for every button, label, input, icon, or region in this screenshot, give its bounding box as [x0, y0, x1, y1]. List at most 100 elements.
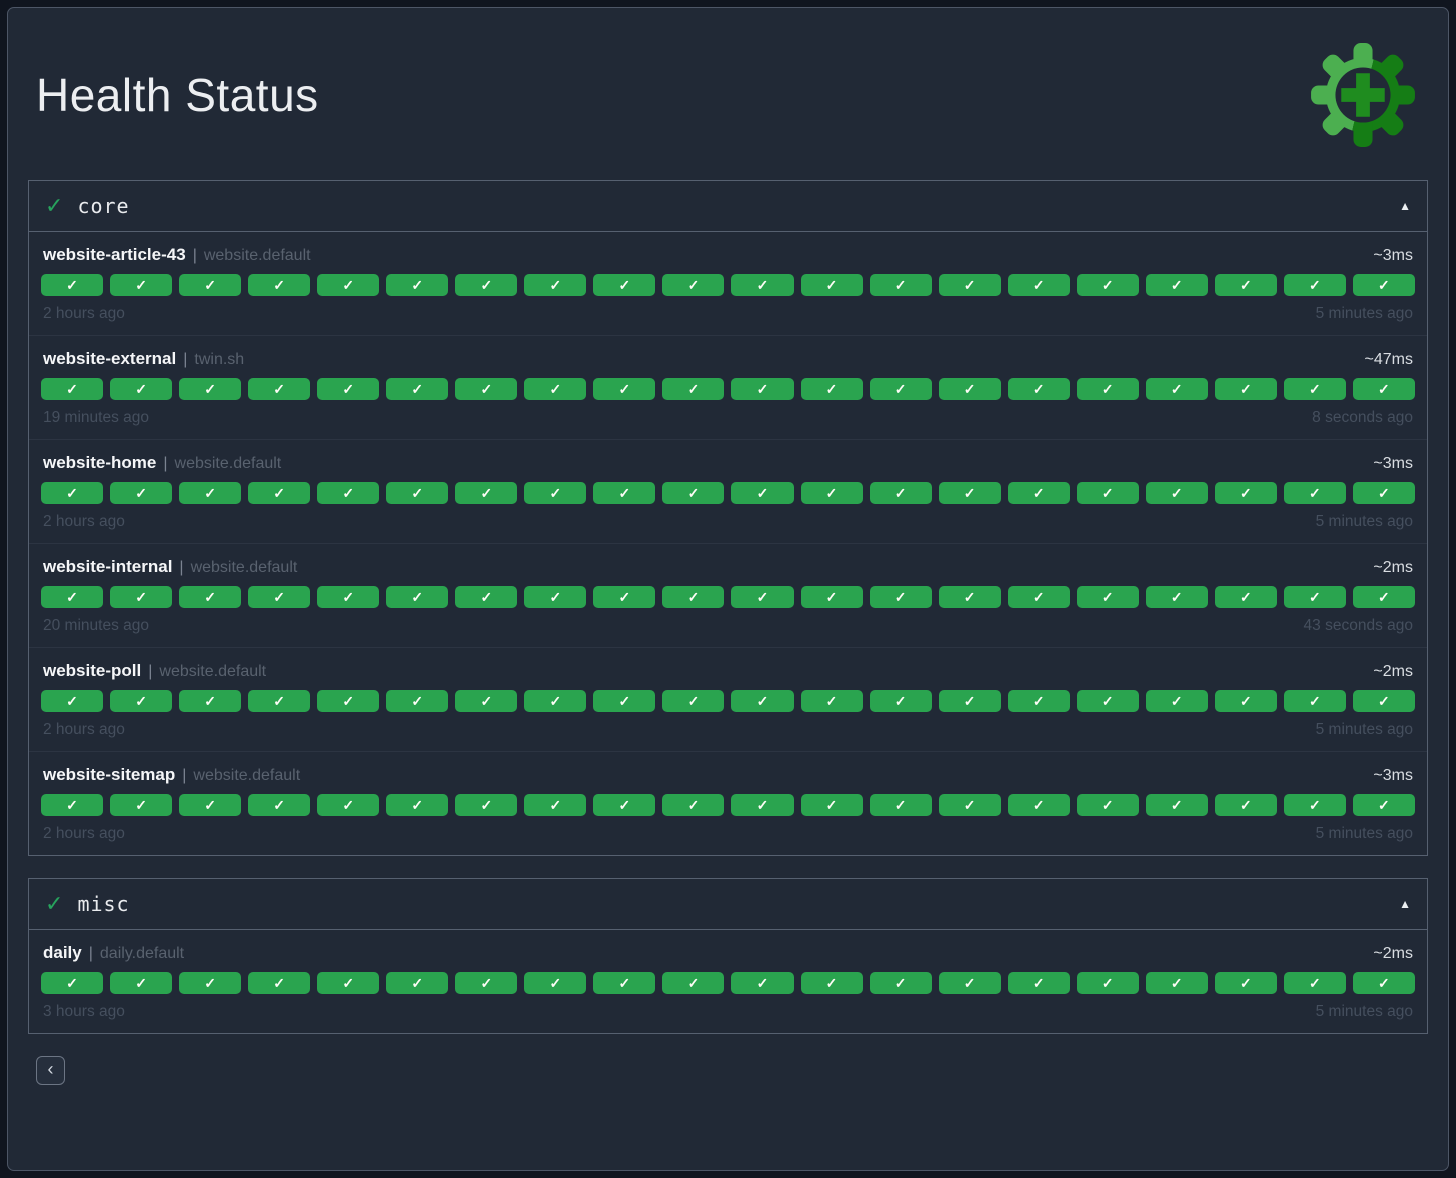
entry-list: daily | daily.default ~2ms ✓ ✓ ✓ ✓ ✓ ✓ ✓ ✓ ✓ ✓ ✓ ✓ ✓… [29, 930, 1427, 1033]
healthy-check-pill: ✓ [869, 972, 932, 994]
back-button[interactable]: ‹ [36, 1056, 65, 1085]
healthy-check-pill: ✓ [248, 482, 311, 504]
check-strip: ✓ ✓ ✓ ✓ ✓ ✓ ✓ ✓ ✓ ✓ ✓ ✓ ✓ ✓ ✓ ✓ ✓ ✓ ✓ ✓ [41, 274, 1415, 296]
healthy-check-pill: ✓ [1007, 972, 1070, 994]
healthy-check-pill: ✓ [800, 274, 863, 296]
healthy-check-pill: ✓ [179, 794, 242, 816]
entry-duration: ~2ms [1373, 559, 1413, 576]
healthy-check-pill: ✓ [731, 794, 794, 816]
latest-timestamp: 43 seconds ago [1303, 617, 1413, 634]
healthy-check-pill: ✓ [524, 972, 587, 994]
healthy-check-pill: ✓ [317, 378, 380, 400]
healthy-check-pill: ✓ [1214, 274, 1277, 296]
entry-separator: | [183, 351, 188, 368]
entry-duration: ~2ms [1373, 663, 1413, 680]
healthy-check-pill: ✓ [1283, 690, 1346, 712]
entry-header: website-article-43 | website.default ~3m… [41, 245, 1415, 265]
entry-times: 19 minutes ago 8 seconds ago [41, 409, 1415, 427]
check-strip: ✓ ✓ ✓ ✓ ✓ ✓ ✓ ✓ ✓ ✓ ✓ ✓ ✓ ✓ ✓ ✓ ✓ ✓ ✓ ✓ [41, 586, 1415, 608]
healthy-check-pill: ✓ [455, 586, 518, 608]
entry-tag: website.default [203, 247, 311, 264]
entry-name: website-article-43 [43, 245, 186, 264]
healthy-check-pill: ✓ [41, 378, 104, 400]
latest-timestamp: 5 minutes ago [1315, 513, 1413, 530]
healthy-check-pill: ✓ [41, 972, 104, 994]
sections: ✓ core ▲ website-article-43 | website.de… [28, 180, 1428, 1034]
health-entry: website-poll | website.default ~2ms ✓ ✓ ✓ ✓… [29, 647, 1427, 751]
health-entry: website-article-43 | website.default ~3m… [29, 232, 1427, 335]
entry-duration: ~3ms [1373, 455, 1413, 472]
healthy-check-pill: ✓ [1352, 482, 1415, 504]
section-header[interactable]: ✓ misc ▲ [29, 879, 1427, 930]
healthy-check-pill: ✓ [938, 482, 1001, 504]
healthy-check-pill: ✓ [869, 378, 932, 400]
healthy-check-pill: ✓ [1145, 690, 1208, 712]
section-header[interactable]: ✓ core ▲ [29, 181, 1427, 232]
healthy-check-pill: ✓ [524, 794, 587, 816]
oldest-timestamp: 3 hours ago [43, 1003, 125, 1020]
healthy-check-pill: ✓ [110, 794, 173, 816]
healthy-check-pill: ✓ [386, 378, 449, 400]
healthy-check-pill: ✓ [662, 378, 725, 400]
healthy-check-pill: ✓ [938, 972, 1001, 994]
healthy-check-pill: ✓ [179, 586, 242, 608]
entry-separator: | [88, 945, 93, 962]
health-entry: website-sitemap | website.default ~3ms ✓… [29, 751, 1427, 855]
healthy-check-pill: ✓ [1352, 690, 1415, 712]
healthy-check-pill: ✓ [1283, 274, 1346, 296]
healthy-check-pill: ✓ [248, 586, 311, 608]
latest-timestamp: 5 minutes ago [1315, 721, 1413, 738]
healthy-check-pill: ✓ [524, 274, 587, 296]
collapse-triangle-icon[interactable]: ▲ [1399, 199, 1411, 213]
healthy-check-pill: ✓ [662, 690, 725, 712]
health-status-page: Health Status ✓ core ▲ [7, 7, 1449, 1171]
healthy-check-pill: ✓ [800, 482, 863, 504]
healthy-check-pill: ✓ [248, 972, 311, 994]
collapse-triangle-icon[interactable]: ▲ [1399, 897, 1411, 911]
entry-times: 2 hours ago 5 minutes ago [41, 721, 1415, 739]
healthy-check-pill: ✓ [41, 482, 104, 504]
healthy-check-pill: ✓ [248, 794, 311, 816]
entry-duration: ~3ms [1373, 247, 1413, 264]
healthy-check-pill: ✓ [386, 794, 449, 816]
healthy-check-pill: ✓ [317, 586, 380, 608]
healthy-check-pill: ✓ [110, 378, 173, 400]
healthy-check-pill: ✓ [938, 378, 1001, 400]
entry-times: 2 hours ago 5 minutes ago [41, 825, 1415, 843]
entry-header: website-internal | website.default ~2ms [41, 557, 1415, 577]
check-strip: ✓ ✓ ✓ ✓ ✓ ✓ ✓ ✓ ✓ ✓ ✓ ✓ ✓ ✓ ✓ ✓ ✓ ✓ ✓ ✓ [41, 794, 1415, 816]
healthy-check-pill: ✓ [110, 586, 173, 608]
healthy-check-pill: ✓ [248, 690, 311, 712]
healthy-check-pill: ✓ [800, 378, 863, 400]
entry-tag: daily.default [99, 945, 185, 962]
latest-timestamp: 5 minutes ago [1315, 1003, 1413, 1020]
healthy-check-pill: ✓ [1145, 586, 1208, 608]
healthy-check-pill: ✓ [317, 690, 380, 712]
healthy-check-pill: ✓ [110, 482, 173, 504]
health-entry: website-external | twin.sh ~47ms ✓ ✓ ✓ ✓ ✓ ✓ ✓… [29, 335, 1427, 439]
entry-times: 20 minutes ago 43 seconds ago [41, 617, 1415, 635]
entry-separator: | [179, 559, 184, 576]
healthy-check-pill: ✓ [1007, 482, 1070, 504]
section-label: misc [77, 892, 130, 916]
healthy-check-pill: ✓ [800, 972, 863, 994]
healthy-check-pill: ✓ [1076, 794, 1139, 816]
entry-name: website-sitemap [43, 765, 176, 784]
healthy-check-pill: ✓ [179, 378, 242, 400]
latest-timestamp: 8 seconds ago [1312, 409, 1413, 426]
healthy-check-pill: ✓ [662, 972, 725, 994]
healthy-check-pill: ✓ [800, 690, 863, 712]
healthy-check-pill: ✓ [524, 378, 587, 400]
healthy-check-pill: ✓ [800, 794, 863, 816]
healthy-check-pill: ✓ [1076, 378, 1139, 400]
oldest-timestamp: 2 hours ago [43, 825, 125, 842]
healthy-check-pill: ✓ [1283, 972, 1346, 994]
entry-duration: ~2ms [1373, 945, 1413, 962]
healthy-check-pill: ✓ [662, 586, 725, 608]
healthy-check-pill: ✓ [317, 274, 380, 296]
healthy-check-pill: ✓ [593, 586, 656, 608]
healthy-check-pill: ✓ [110, 690, 173, 712]
healthy-check-pill: ✓ [110, 274, 173, 296]
entry-name: daily [43, 943, 82, 962]
oldest-timestamp: 2 hours ago [43, 305, 125, 322]
